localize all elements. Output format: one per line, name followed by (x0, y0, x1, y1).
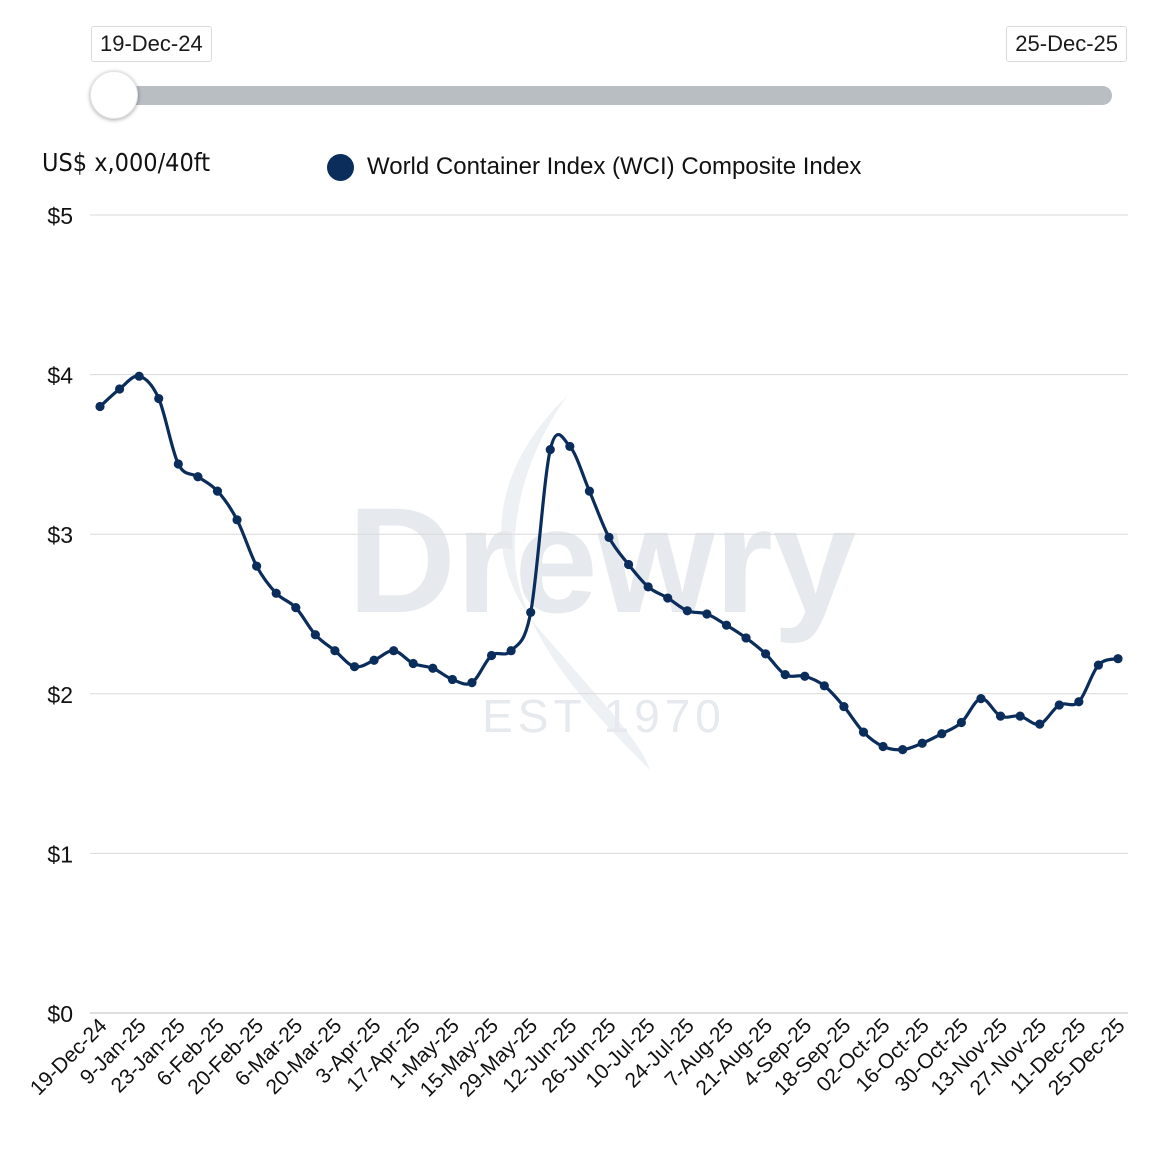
data-point[interactable] (193, 472, 203, 482)
data-point[interactable] (937, 729, 947, 739)
data-point[interactable] (721, 620, 732, 630)
legend-marker-icon (327, 153, 354, 181)
data-point[interactable] (780, 670, 790, 680)
data-point[interactable] (839, 701, 849, 712)
data-point[interactable] (291, 603, 301, 613)
watermark-brand: Drewry (348, 476, 857, 644)
y-tick-label: $4 (47, 363, 73, 389)
data-point[interactable] (565, 441, 575, 452)
y-tick-label: $5 (47, 203, 73, 229)
data-point[interactable] (1035, 719, 1045, 729)
data-point[interactable] (819, 681, 829, 691)
data-point[interactable] (545, 445, 555, 455)
data-point[interactable] (917, 738, 927, 748)
data-point[interactable] (1074, 697, 1084, 707)
data-point[interactable] (114, 384, 125, 394)
watermark: Drewry EST 1970 (348, 395, 857, 770)
data-point[interactable] (526, 607, 536, 618)
data-point[interactable] (1054, 700, 1064, 710)
data-point[interactable] (408, 658, 418, 669)
data-point[interactable] (369, 655, 379, 665)
data-point[interactable] (486, 650, 497, 661)
data-point[interactable] (232, 515, 242, 525)
data-point[interactable] (976, 693, 986, 704)
data-point[interactable] (800, 671, 810, 681)
data-point[interactable] (995, 711, 1006, 721)
data-point[interactable] (898, 745, 908, 755)
legend-label: World Container Index (WCI) Composite In… (367, 153, 862, 180)
watermark-tagline: EST 1970 (482, 690, 726, 742)
x-axis: 19-Dec-249-Jan-2523-Jan-256-Feb-2520-Feb… (26, 1014, 1130, 1101)
data-point[interactable] (252, 561, 262, 571)
data-point[interactable] (173, 459, 183, 469)
data-point[interactable] (1015, 711, 1025, 721)
data-point[interactable] (1113, 654, 1123, 664)
data-point[interactable] (330, 646, 340, 656)
data-point[interactable] (584, 486, 595, 496)
data-point[interactable] (956, 717, 966, 728)
series-layer (95, 371, 1123, 755)
data-point[interactable] (447, 674, 457, 685)
data-point[interactable] (310, 630, 320, 640)
data-point[interactable] (95, 401, 105, 412)
data-point[interactable] (271, 588, 281, 598)
data-point[interactable] (389, 646, 399, 656)
y-axis: $0 $1 $2 $3 $4 $5 (47, 203, 73, 1027)
data-point[interactable] (212, 486, 223, 496)
data-point[interactable] (623, 559, 634, 570)
y-tick-label: $3 (47, 522, 73, 548)
data-point[interactable] (663, 593, 673, 603)
data-point[interactable] (741, 633, 751, 643)
y-tick-label: $0 (47, 1001, 73, 1027)
data-point[interactable] (878, 741, 888, 752)
data-point[interactable] (1093, 660, 1104, 670)
legend[interactable]: World Container Index (WCI) Composite In… (327, 152, 861, 182)
y-tick-label: $1 (47, 841, 73, 867)
data-point[interactable] (349, 662, 360, 672)
data-point[interactable] (604, 532, 614, 542)
data-point[interactable] (682, 606, 692, 616)
range-start-date[interactable]: 19-Dec-24 (91, 26, 212, 62)
data-point[interactable] (506, 646, 516, 656)
data-point[interactable] (702, 609, 712, 619)
data-point[interactable] (858, 727, 869, 737)
range-slider-handle[interactable] (90, 71, 138, 119)
data-point[interactable] (428, 663, 438, 673)
range-end-date[interactable]: 25-Dec-25 (1006, 26, 1127, 62)
data-point[interactable] (134, 371, 144, 381)
range-slider-track[interactable] (104, 86, 1112, 105)
data-point[interactable] (154, 393, 164, 404)
data-point[interactable] (761, 649, 771, 659)
y-tick-label: $2 (47, 682, 73, 708)
data-point[interactable] (467, 678, 477, 688)
y-axis-unit-label: US$ x,000/40ft (42, 148, 211, 177)
data-point[interactable] (643, 582, 653, 592)
